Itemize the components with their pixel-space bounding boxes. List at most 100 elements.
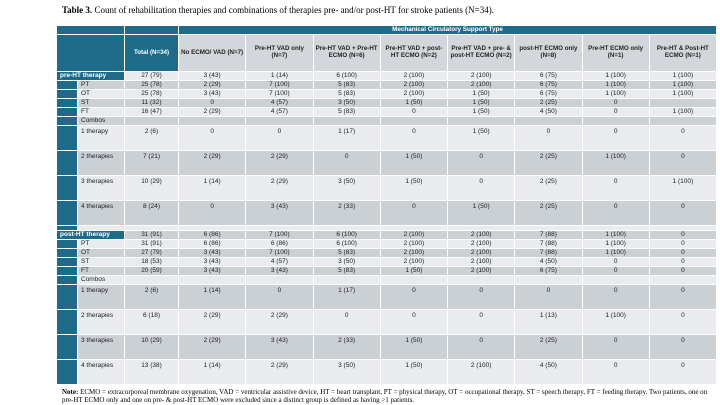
- table-row: FT 20 (59) 3 (43) 3 (43) 5 (83) 1 (50) 2 (100)…: [57, 267, 716, 275]
- value-cell: 1 (50): [380, 99, 447, 107]
- table-note-label: Note:: [62, 388, 79, 396]
- value-cell: 25 (78): [125, 90, 178, 98]
- table-note-text: ECMO = extracorporeal membrane oxygenati…: [62, 388, 708, 405]
- column-header-cell: Pre-HT ECMO only (N=1): [582, 35, 649, 71]
- header-corner-cell: [57, 35, 124, 71]
- indent-strip-cell: [57, 226, 77, 230]
- value-cell: 2 (29): [179, 151, 246, 175]
- value-cell: 3 (50): [313, 360, 380, 384]
- value-cell: 2 (100): [380, 249, 447, 257]
- value-cell: 5 (83): [313, 90, 380, 98]
- value-cell: 0: [313, 310, 380, 334]
- value-cell: [515, 276, 582, 284]
- value-cell: 5 (83): [313, 267, 380, 275]
- value-cell: 7 (100): [246, 81, 313, 89]
- value-cell: [582, 226, 649, 230]
- indent-strip-cell: [57, 201, 77, 225]
- value-cell: 2 (6): [125, 285, 178, 309]
- value-cell: 1 (100): [582, 72, 649, 80]
- table-title-text: Count of rehabilitation therapies and co…: [92, 5, 494, 15]
- table-row: 4 therapies 13 (38) 1 (14) 2 (29) 3 (50) 1 (5…: [57, 360, 716, 384]
- row-label-cell: ST: [78, 99, 124, 107]
- value-cell: 20 (59): [125, 267, 178, 275]
- value-cell: 4 (50): [515, 360, 582, 384]
- value-cell: 1 (50): [380, 151, 447, 175]
- table-row: 2 therapies 6 (18) 2 (29) 2 (29) 0 0 0 1 (13) 1 …: [57, 310, 716, 334]
- value-cell: 1 (100): [649, 81, 716, 89]
- value-cell: [246, 226, 313, 230]
- value-cell: 0: [448, 151, 515, 175]
- table-title: Table 3. Count of rehabilitation therapi…: [62, 5, 702, 15]
- table-row: [57, 226, 716, 230]
- value-cell: 2 (100): [448, 231, 515, 239]
- value-cell: 0: [515, 285, 582, 309]
- value-cell: 2 (25): [515, 335, 582, 359]
- value-cell: 1 (100): [582, 310, 649, 334]
- value-cell: [125, 226, 178, 230]
- row-label-cell: Combos: [78, 276, 124, 284]
- value-cell: 0: [582, 176, 649, 200]
- value-cell: 0: [649, 310, 716, 334]
- value-cell: 6 (75): [515, 267, 582, 275]
- value-cell: 31 (91): [125, 240, 178, 248]
- value-cell: 3 (50): [313, 176, 380, 200]
- row-label-cell: 1 therapy: [78, 285, 124, 309]
- value-cell: 0: [582, 258, 649, 266]
- value-cell: [649, 276, 716, 284]
- value-cell: 10 (29): [125, 176, 178, 200]
- value-cell: 7 (88): [515, 240, 582, 248]
- column-header-cell: Pre-HT VAD only (N=7): [246, 35, 313, 71]
- value-cell: [515, 226, 582, 230]
- indent-strip-cell: [57, 126, 77, 150]
- value-cell: 3 (43): [246, 335, 313, 359]
- value-cell: 7 (100): [246, 249, 313, 257]
- value-cell: 0: [582, 201, 649, 225]
- value-cell: 2 (100): [380, 231, 447, 239]
- column-header-cell: No ECMO/ VAD (N=7): [179, 35, 246, 71]
- table-row: PT 25 (78) 2 (29) 7 (100) 5 (83) 2 (100) 2 (10…: [57, 81, 716, 89]
- value-cell: 1 (100): [649, 90, 716, 98]
- value-cell: 27 (79): [125, 72, 178, 80]
- value-cell: 3 (43): [246, 267, 313, 275]
- value-cell: 7 (88): [515, 231, 582, 239]
- column-header-cell: post-HT ECMO only (N=8): [515, 35, 582, 71]
- value-cell: 0: [649, 285, 716, 309]
- value-cell: 1 (17): [313, 126, 380, 150]
- value-cell: 0: [448, 335, 515, 359]
- value-cell: 1 (50): [448, 90, 515, 98]
- value-cell: 2 (100): [448, 240, 515, 248]
- value-cell: 1 (100): [649, 72, 716, 80]
- value-cell: 2 (29): [179, 310, 246, 334]
- value-cell: [380, 117, 447, 125]
- value-cell: 0: [380, 108, 447, 116]
- value-cell: 2 (33): [313, 201, 380, 225]
- row-label-cell: PT: [78, 240, 124, 248]
- value-cell: 0: [582, 108, 649, 116]
- value-cell: 4 (57): [246, 99, 313, 107]
- value-cell: 3 (43): [246, 201, 313, 225]
- table-row: OT 27 (79) 3 (43) 7 (100) 5 (83) 2 (100) 2 (10…: [57, 249, 716, 257]
- value-cell: 0: [582, 126, 649, 150]
- value-cell: 0: [246, 126, 313, 150]
- row-label-cell: PT: [78, 81, 124, 89]
- value-cell: 4 (57): [246, 108, 313, 116]
- row-label-cell: 2 therapies: [78, 310, 124, 334]
- value-cell: 0: [313, 151, 380, 175]
- value-cell: [313, 117, 380, 125]
- value-cell: 0: [582, 267, 649, 275]
- value-cell: [179, 276, 246, 284]
- value-cell: 2 (100): [380, 258, 447, 266]
- value-cell: [380, 226, 447, 230]
- section-label-cell: post-HT therapy: [57, 231, 124, 239]
- value-cell: 0: [649, 231, 716, 239]
- value-cell: 0: [179, 126, 246, 150]
- value-cell: 4 (57): [246, 258, 313, 266]
- row-label-cell: 1 therapy: [78, 126, 124, 150]
- row-label-cell: 4 therapies: [78, 201, 124, 225]
- value-cell: 1 (13): [515, 310, 582, 334]
- value-cell: 2 (100): [448, 81, 515, 89]
- indent-strip-cell: [57, 310, 77, 334]
- value-cell: 2 (100): [380, 240, 447, 248]
- row-label-cell: FT: [78, 267, 124, 275]
- value-cell: 2 (6): [125, 126, 178, 150]
